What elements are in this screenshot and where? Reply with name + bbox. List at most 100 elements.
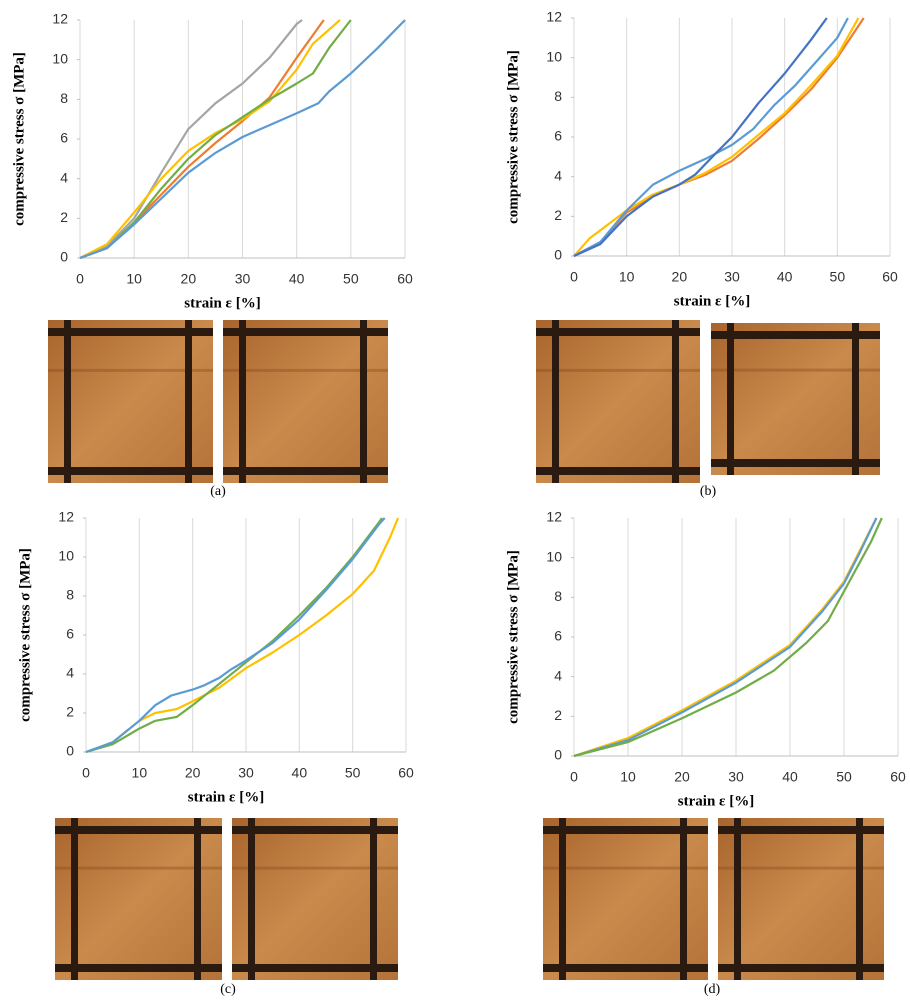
y-tick-label: 10: [58, 548, 74, 564]
y-tick-label: 12: [546, 9, 562, 25]
x-tick-label: 10: [620, 769, 636, 785]
x-tick-label: 30: [728, 769, 744, 785]
grid-bar: [552, 320, 559, 483]
grain: [232, 866, 398, 870]
y-axis-title: compressive stress σ [MPa]: [11, 52, 27, 226]
x-tick-label: 10: [132, 765, 148, 781]
y-axis-title: compressive stress σ [MPa]: [505, 50, 521, 224]
data-line: [79, 19, 406, 260]
panel-caption: (a): [210, 484, 226, 499]
grain: [711, 368, 880, 372]
x-tick-label: 20: [181, 271, 197, 287]
data-line: [79, 19, 352, 260]
y-tick-label: 10: [546, 48, 562, 64]
y-axis-title: compressive stress σ [MPa]: [17, 548, 33, 722]
grid-bar: [71, 818, 78, 980]
y-tick-label: 0: [60, 249, 68, 265]
x-tick-label: 50: [830, 269, 846, 285]
y-tick-label: 8: [60, 90, 68, 106]
data-line: [573, 17, 849, 257]
grid-bar: [711, 459, 880, 467]
y-tick-label: 8: [554, 588, 562, 604]
x-tick-label: 50: [343, 271, 359, 287]
x-tick-label: 40: [777, 269, 793, 285]
grid-bar: [48, 328, 213, 336]
specimen-photo: [543, 818, 708, 980]
grid-bar: [185, 320, 192, 483]
specimen-photo: [223, 320, 388, 483]
y-tick-label: 4: [60, 169, 68, 185]
y-tick-label: 6: [60, 130, 68, 146]
grid-bar: [856, 818, 863, 980]
grid-bar: [734, 818, 741, 980]
grid-bar: [852, 323, 859, 475]
y-tick-label: 0: [554, 747, 562, 763]
data-line: [79, 19, 303, 260]
grid-bar: [536, 328, 700, 336]
panel-caption: (c): [220, 982, 236, 997]
data-line: [85, 517, 400, 754]
grid-bar: [718, 964, 884, 972]
y-tick-label: 12: [546, 509, 562, 525]
grid-bar: [536, 467, 700, 475]
y-tick-label: 4: [554, 167, 562, 183]
y-tick-label: 6: [554, 628, 562, 644]
y-tick-label: 6: [554, 128, 562, 144]
x-tick-label: 20: [674, 769, 690, 785]
data-line: [85, 517, 386, 754]
y-tick-label: 6: [66, 626, 74, 642]
grid-bar: [239, 320, 246, 483]
data-line: [79, 19, 325, 260]
grain: [543, 866, 708, 870]
x-tick-label: 50: [836, 769, 852, 785]
grid-bar: [672, 320, 679, 483]
data-line: [573, 17, 860, 257]
grid-bar: [727, 323, 734, 475]
x-axis-title: strain ε [%]: [184, 295, 260, 311]
grid-bar: [232, 964, 398, 972]
specimen-photo: [711, 323, 880, 475]
y-tick-label: 4: [554, 667, 562, 683]
grid-bar: [194, 818, 201, 980]
grid-bar: [543, 826, 708, 834]
x-axis-title: strain ε [%]: [674, 293, 750, 309]
grid-bar: [232, 826, 398, 834]
grid-bar: [48, 467, 213, 475]
panel-caption: (b): [700, 484, 717, 499]
grid-bar: [55, 826, 222, 834]
grid-bar: [559, 818, 566, 980]
grid-bar: [718, 826, 884, 834]
grain: [55, 866, 222, 870]
x-tick-label: 60: [890, 769, 906, 785]
grid-bar: [711, 331, 880, 339]
x-tick-label: 0: [76, 271, 84, 287]
y-tick-label: 2: [554, 207, 562, 223]
x-tick-label: 60: [882, 269, 898, 285]
y-tick-label: 8: [554, 88, 562, 104]
y-axis-title: compressive stress σ [MPa]: [505, 550, 521, 724]
y-tick-label: 10: [546, 548, 562, 564]
y-tick-label: 0: [554, 247, 562, 263]
specimen-photo: [718, 818, 884, 980]
y-tick-label: 12: [52, 11, 68, 27]
x-tick-label: 60: [398, 765, 414, 781]
x-tick-label: 0: [570, 769, 578, 785]
grid-bar: [360, 320, 367, 483]
specimen-photo: [55, 818, 222, 980]
x-tick-label: 30: [724, 269, 740, 285]
grain: [48, 368, 213, 372]
x-tick-label: 30: [235, 271, 251, 287]
data-line: [573, 17, 828, 258]
x-axis-title: strain ε [%]: [188, 789, 264, 805]
grain: [536, 368, 700, 372]
specimen-photo: [48, 320, 213, 483]
data-line: [79, 19, 341, 259]
data-line: [573, 517, 883, 758]
y-tick-label: 4: [66, 665, 74, 681]
grain: [718, 866, 884, 870]
y-tick-label: 12: [58, 509, 74, 525]
grid-bar: [55, 964, 222, 972]
specimen-photo: [232, 818, 398, 980]
y-tick-label: 2: [554, 707, 562, 723]
